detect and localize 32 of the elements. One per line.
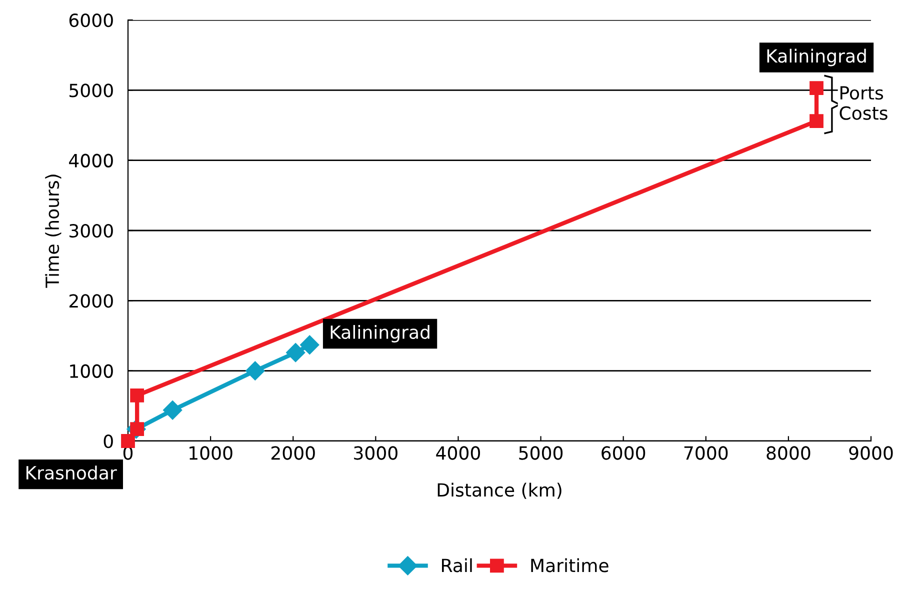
point bbox=[121, 434, 135, 448]
point bbox=[300, 335, 320, 354]
x-tick-label: 5000 bbox=[519, 446, 563, 460]
annotation: Krasnodar bbox=[26, 466, 117, 480]
y-tick-label: 4000 bbox=[69, 154, 113, 168]
legend-label: Maritime bbox=[531, 558, 608, 572]
x-tick-label: 1000 bbox=[190, 446, 232, 460]
point bbox=[286, 343, 306, 362]
x-tick-label: 2000 bbox=[271, 446, 315, 460]
x-axis-title: Distance (km) bbox=[438, 482, 562, 499]
annotation: Kaliningrad bbox=[767, 48, 866, 66]
x-tick-label: 4000 bbox=[436, 446, 480, 460]
y-tick-label: 0 bbox=[104, 434, 113, 448]
y-tick-label: 5000 bbox=[70, 84, 113, 98]
y-tick-label: 3000 bbox=[70, 224, 113, 238]
point bbox=[246, 361, 265, 380]
x-tick-label: 8000 bbox=[766, 446, 810, 460]
y-axis-title: Time (hours) bbox=[45, 174, 62, 288]
point bbox=[130, 388, 144, 402]
point bbox=[163, 400, 182, 420]
x-tick-label: 3000 bbox=[354, 446, 398, 460]
point bbox=[810, 114, 824, 128]
x-tick-label: 9000 bbox=[849, 446, 893, 460]
y-tick-label: 2000 bbox=[69, 294, 113, 308]
x-tick-label: 7000 bbox=[684, 446, 728, 460]
x-tick-label: 6000 bbox=[602, 446, 646, 460]
annotation: Kaliningrad bbox=[330, 325, 430, 342]
y-tick-label: 1000 bbox=[70, 364, 113, 378]
point bbox=[810, 81, 824, 96]
legend-label: Rail bbox=[442, 558, 472, 572]
annotation: Ports Costs bbox=[840, 86, 888, 120]
y-tick-label: 6000 bbox=[69, 13, 113, 28]
